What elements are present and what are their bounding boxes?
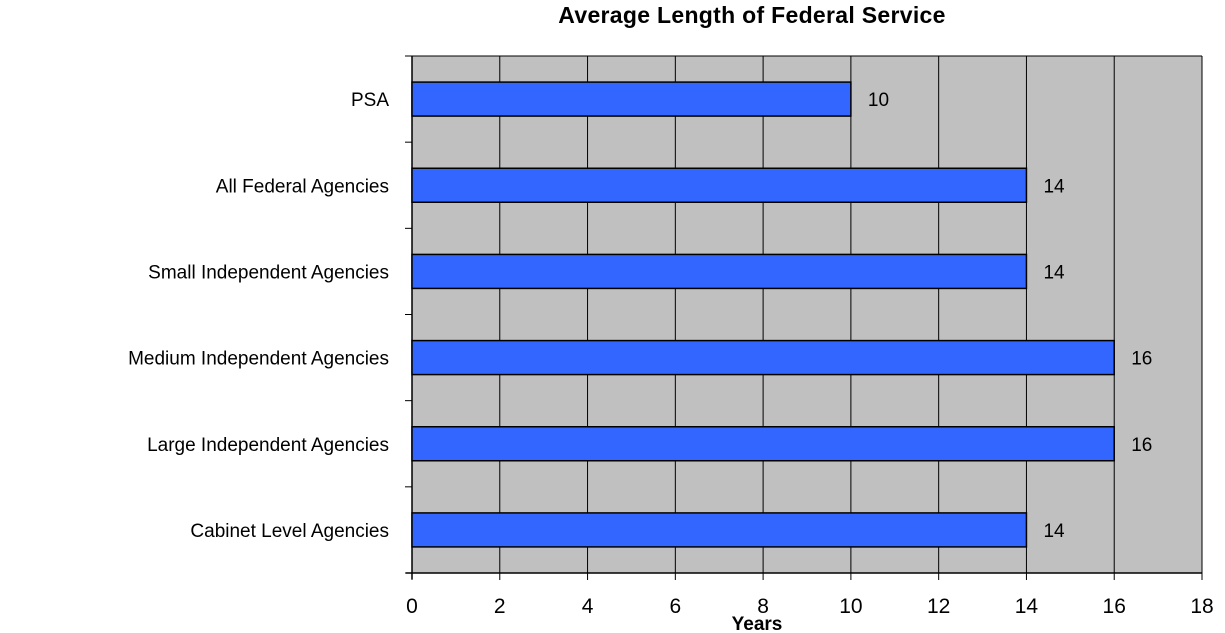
category-label: Large Independent Agencies [147, 435, 389, 456]
plot-background [412, 56, 1202, 573]
category-label: Medium Independent Agencies [128, 349, 389, 370]
bar [411, 253, 1028, 290]
data-label: 16 [1131, 435, 1152, 456]
bar [411, 339, 1115, 376]
x-tick-label: 12 [927, 595, 950, 618]
x-tick-label: 4 [582, 595, 594, 618]
data-label: 10 [868, 90, 889, 111]
category-label: Cabinet Level Agencies [190, 521, 389, 542]
bar [411, 426, 1115, 462]
bar [411, 512, 1028, 548]
x-tick-label: 14 [1015, 595, 1039, 618]
chart-title: Average Length of Federal Service [558, 2, 946, 28]
data-label: 14 [1043, 262, 1065, 283]
category-label: All Federal Agencies [216, 176, 389, 197]
x-axis-title: Years [732, 614, 783, 633]
data-label: 14 [1043, 176, 1065, 197]
x-tick-label: 0 [406, 595, 418, 618]
x-tick-label: 2 [494, 595, 506, 618]
data-label: 16 [1131, 349, 1152, 370]
plot-area: 0 2 4 6 8 10 12 14 16 18 PSA 10 All Federal Agencies… [128, 55, 1214, 618]
bar [411, 167, 1028, 203]
x-tick-label: 10 [839, 595, 862, 618]
category-label: PSA [351, 90, 389, 111]
x-tick-label: 16 [1103, 595, 1126, 618]
x-tick-label: 6 [669, 595, 681, 618]
x-tick-label: 8 [757, 595, 769, 618]
category-label: Small Independent Agencies [148, 262, 389, 283]
bar [411, 81, 852, 117]
data-label: 14 [1043, 521, 1065, 542]
x-tick-label: 18 [1190, 595, 1213, 618]
